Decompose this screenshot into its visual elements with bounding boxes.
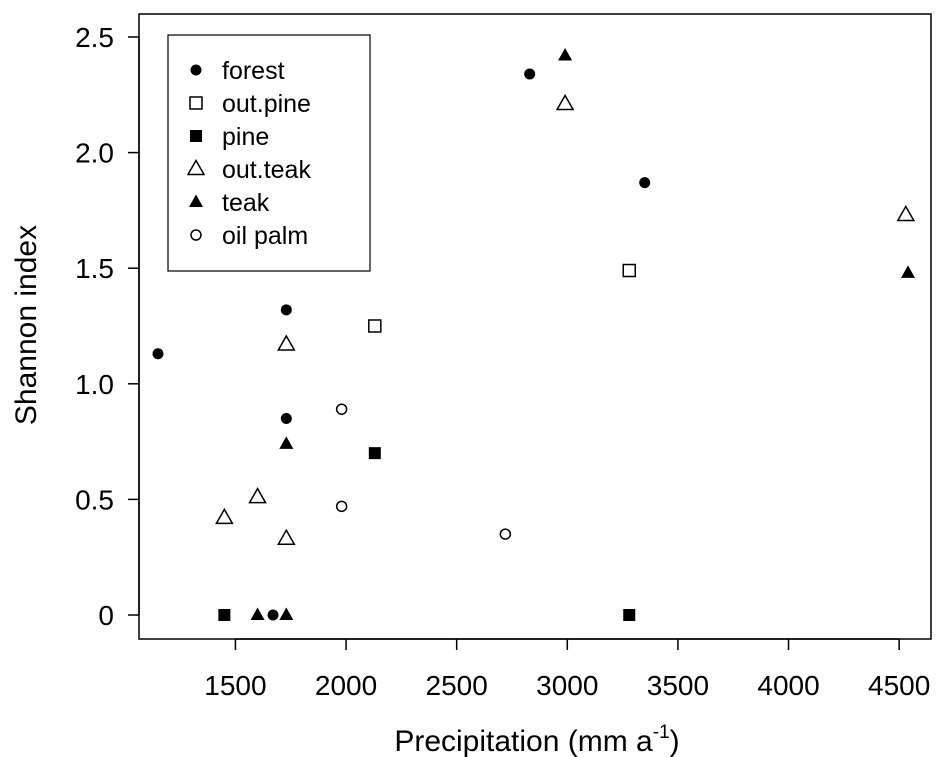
x-tick-label: 4500 [868, 670, 930, 701]
x-tick-label: 2500 [426, 670, 488, 701]
x-axis-title-close: ) [670, 725, 680, 757]
legend-label-out-teak: out.teak [222, 156, 311, 184]
legend-label-oil-palm: oil palm [222, 222, 308, 250]
point-forest [280, 412, 292, 424]
point-pine [368, 447, 381, 460]
point-forest [280, 304, 292, 316]
point-forest [152, 348, 164, 360]
legend: forest out.pine pine out.teak teak oil palm [167, 34, 371, 272]
point-teak [279, 436, 294, 449]
point-oil-palm [335, 403, 348, 415]
y-tick-label: 0.5 [75, 484, 114, 515]
point-pine [218, 609, 231, 621]
point-teak [901, 265, 915, 278]
x-tick-label: 1500 [204, 670, 266, 701]
point-forest [524, 68, 536, 80]
data-points [152, 47, 916, 621]
x-tick-label: 4000 [757, 670, 819, 701]
point-out-pine [368, 319, 382, 333]
point-forest [267, 609, 279, 621]
point-out-teak [277, 528, 296, 545]
legend-label-pine: pine [222, 123, 269, 151]
point-out-teak [896, 205, 916, 222]
legend-box [167, 34, 371, 272]
point-teak [279, 607, 294, 620]
x-axis-title-superscript: -1 [653, 722, 670, 743]
legend-label-out-pine: out.pine [222, 90, 311, 118]
point-out-pine [622, 263, 636, 278]
legend-marker-oil-palm [190, 229, 202, 241]
x-tick-label: 2000 [315, 670, 377, 701]
point-out-teak [248, 487, 267, 504]
x-tick-label: 3500 [647, 670, 709, 701]
legend-label-teak: teak [222, 189, 270, 217]
legend-marker-teak [189, 194, 203, 207]
x-tick-label: 3000 [536, 670, 598, 701]
legend-label-forest: forest [222, 57, 285, 85]
legend-marker-out-teak [186, 158, 206, 176]
y-tick-label: 1.5 [75, 253, 114, 284]
point-out-teak [215, 507, 234, 525]
y-tick-label: 2.0 [75, 138, 114, 169]
y-axis-title: Shannon index [10, 225, 43, 425]
y-tick-label: 0 [98, 600, 114, 631]
point-oil-palm [499, 528, 512, 540]
x-axis: 1500 2000 2500 3000 3500 4000 4500 [204, 638, 930, 701]
x-axis-title: Precipitation (mm a-1) [394, 722, 679, 757]
y-tick-label: 2.5 [75, 22, 114, 53]
point-out-teak [555, 94, 575, 111]
point-teak [558, 47, 573, 61]
legend-marker-pine [190, 130, 202, 142]
y-axis: 0 0.5 1.0 1.5 2.0 2.5 [75, 22, 140, 631]
point-oil-palm [335, 500, 348, 513]
y-tick-label: 1.0 [75, 369, 114, 400]
point-pine [623, 609, 636, 621]
point-forest [639, 177, 651, 189]
legend-marker-out-pine [189, 96, 203, 110]
point-out-teak [277, 334, 296, 351]
legend-marker-forest [190, 64, 202, 76]
point-teak [250, 607, 265, 620]
